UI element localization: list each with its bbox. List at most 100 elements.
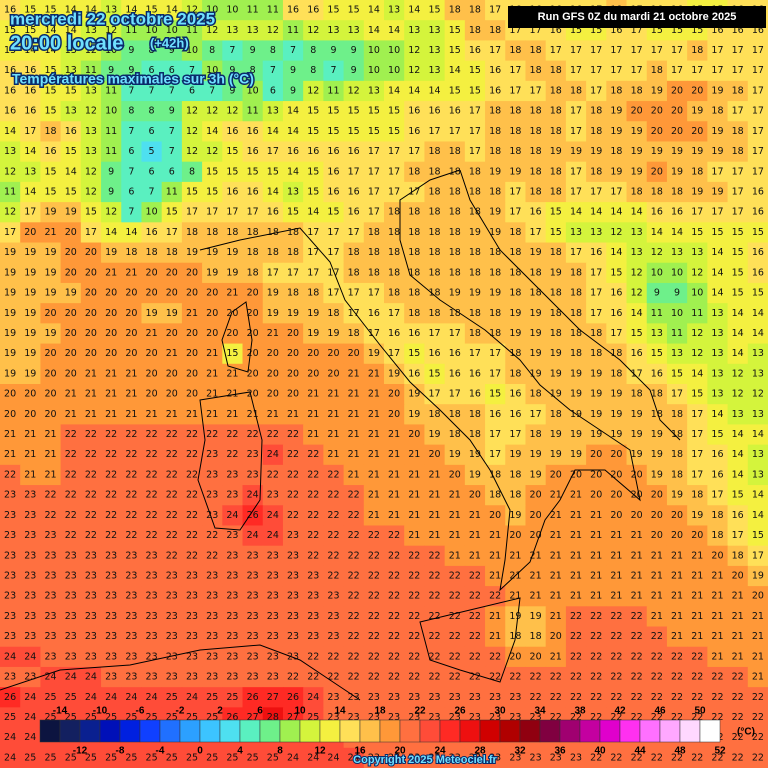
temp-cell	[444, 262, 466, 284]
temp-value: 19	[530, 469, 542, 480]
temp-value: 20	[226, 308, 238, 319]
temp-value: 23	[267, 672, 279, 683]
temp-value: 16	[226, 126, 238, 137]
temp-cell	[121, 80, 142, 102]
temp-value: 18	[449, 146, 461, 157]
legend-label: 0	[197, 746, 203, 757]
temp-cell	[525, 121, 547, 142]
temp-value: 21	[166, 348, 178, 359]
temp-cell	[646, 80, 668, 102]
temp-value: 20	[247, 288, 259, 299]
temp-cell	[707, 242, 729, 264]
temp-value: 17	[691, 469, 703, 480]
temp-value: 17	[671, 389, 683, 400]
temp-value: 22	[65, 469, 77, 480]
temp-cell	[384, 161, 405, 183]
temp-value: 20	[125, 348, 137, 359]
legend-label: 44	[634, 746, 646, 757]
temp-cell	[626, 303, 648, 324]
temp-cell	[464, 282, 486, 304]
temp-value: 21	[428, 530, 440, 541]
temp-cell	[626, 101, 648, 122]
legend-swatch	[699, 719, 721, 743]
temp-value: 17	[368, 187, 380, 198]
temp-value: 12	[691, 267, 703, 278]
temp-cell	[687, 80, 708, 102]
temp-value: 22	[590, 611, 602, 622]
temp-value: 23	[388, 692, 400, 703]
temp-value: 17	[469, 146, 481, 157]
temp-cell	[464, 101, 486, 122]
temp-value: 21	[368, 510, 380, 521]
temp-value: 21	[105, 409, 117, 420]
temp-value: 18	[671, 469, 683, 480]
temp-value: 14	[711, 247, 723, 258]
temp-value: 18	[671, 429, 683, 440]
temp-cell	[60, 141, 82, 163]
temp-value: 22	[105, 530, 117, 541]
temp-cell	[323, 0, 345, 21]
temp-cell	[525, 101, 547, 122]
temp-value: 22	[287, 469, 299, 480]
temp-value: 12	[691, 348, 703, 359]
temp-value: 20	[550, 469, 562, 480]
temp-cell	[202, 0, 223, 21]
temp-value: 17	[651, 45, 663, 56]
temp-value: 23	[24, 591, 36, 602]
temp-value: 25	[226, 692, 238, 703]
temp-value: 22	[711, 692, 723, 703]
temp-value: 18	[711, 530, 723, 541]
temp-value: 21	[428, 510, 440, 521]
temp-cell	[687, 303, 708, 324]
temp-cell	[282, 121, 304, 142]
temp-value: 18	[530, 65, 542, 76]
temp-value: 14	[711, 267, 723, 278]
temp-cell	[101, 222, 122, 244]
temp-value: 13	[570, 227, 582, 238]
temp-value: 21	[711, 631, 723, 642]
temp-value: 14	[732, 308, 744, 319]
temp-cell	[0, 0, 21, 21]
temp-value: 22	[752, 692, 764, 703]
temp-cell	[80, 303, 102, 324]
temp-value: 15	[287, 207, 299, 218]
legend-swatch	[59, 719, 81, 743]
temp-value: 15	[166, 207, 178, 218]
temp-cell	[404, 60, 425, 82]
temp-value: 9	[654, 288, 660, 299]
legend-swatch	[99, 719, 121, 743]
temp-value: 20	[489, 510, 501, 521]
temp-cell	[525, 202, 547, 223]
temp-value: 21	[388, 510, 400, 521]
temp-cell	[747, 101, 768, 122]
temp-value: 18	[530, 267, 542, 278]
temp-cell	[242, 40, 264, 62]
temp-value: 18	[550, 65, 562, 76]
temp-cell	[464, 181, 486, 203]
temp-value: 21	[732, 631, 744, 642]
temp-value: 17	[590, 308, 602, 319]
temp-cell	[747, 40, 768, 62]
temp-value: 18	[408, 267, 420, 278]
temp-value: 14	[752, 308, 764, 319]
temp-value: 23	[327, 631, 339, 642]
temp-value: 14	[671, 227, 683, 238]
temp-value: 21	[489, 571, 501, 582]
temp-cell	[80, 40, 102, 62]
temp-value: 22	[671, 651, 683, 662]
temp-value: 17	[732, 187, 744, 198]
temp-value: 12	[307, 85, 319, 96]
temp-value: 16	[348, 207, 360, 218]
temp-cell	[161, 20, 183, 41]
temp-cell	[424, 121, 446, 142]
temp-cell	[161, 80, 183, 102]
legend-swatch	[319, 719, 341, 743]
temp-value: 21	[671, 591, 683, 602]
temp-value: 22	[166, 490, 178, 501]
temp-value: 14	[368, 5, 380, 16]
temp-value: 20	[307, 368, 319, 379]
temp-cell	[343, 181, 365, 203]
temp-value: 19	[24, 348, 36, 359]
temp-value: 19	[307, 308, 319, 319]
temp-cell	[666, 282, 688, 304]
